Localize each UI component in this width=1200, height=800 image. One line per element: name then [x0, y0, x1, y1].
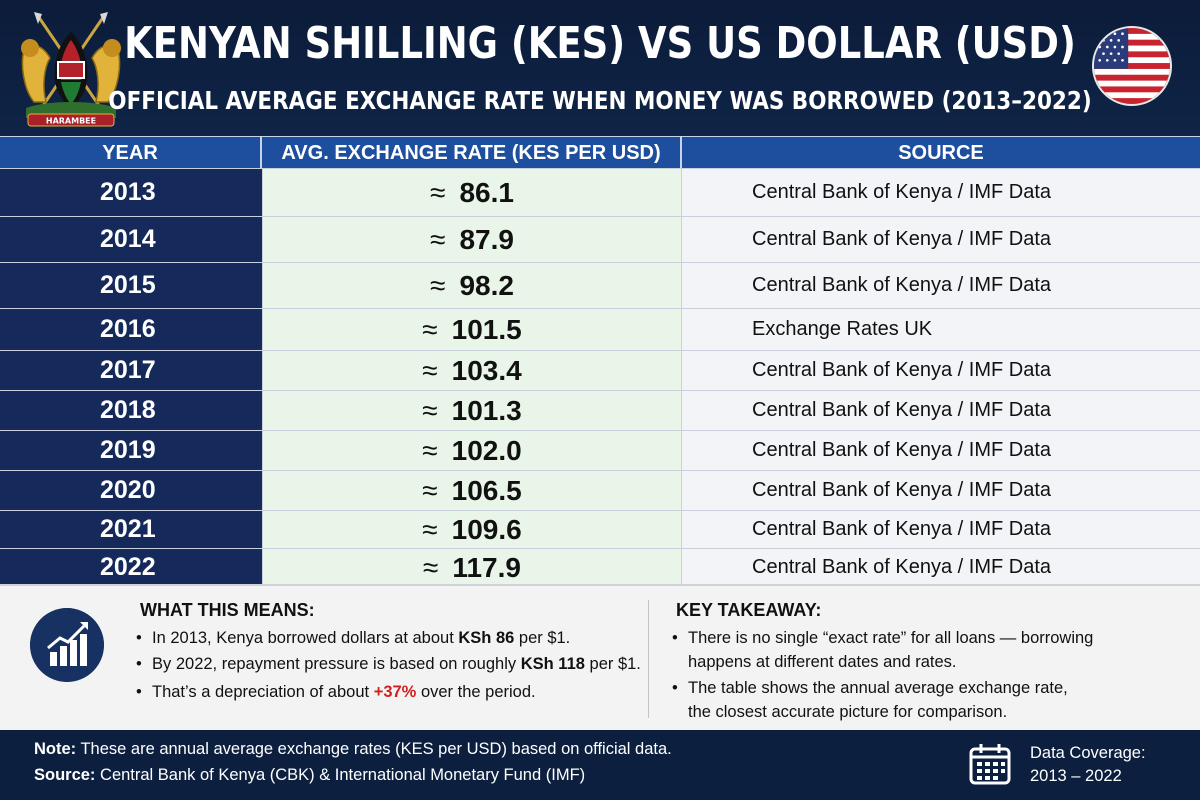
rate-value: 86.1 — [459, 176, 514, 208]
year-cell: 2020 — [0, 471, 262, 510]
table-row: 2016 ≈101.5 Exchange Rates UK — [0, 308, 1200, 350]
rate-cell: ≈109.6 — [262, 511, 682, 548]
panel-divider — [648, 600, 649, 718]
table-row: 2020 ≈106.5 Central Bank of Kenya / IMF Da… — [0, 470, 1200, 510]
what-this-means-title: WHAT THIS MEANS: — [140, 600, 315, 620]
year-cell: 2022 — [0, 549, 262, 586]
footer: Note: These are annual average exchange … — [0, 730, 1200, 800]
column-header-rate: AVG. EXCHANGE RATE (KES PER USD) — [262, 137, 682, 169]
rate-cell: ≈86.1 — [262, 169, 682, 216]
table-body: 2013 ≈86.1 Central Bank of Kenya / IMF Dat… — [0, 168, 1200, 586]
year-cell: 2016 — [0, 309, 262, 350]
year-cell: 2015 — [0, 263, 262, 308]
rate-value: 102.0 — [451, 434, 522, 466]
rate-value: 106.5 — [451, 474, 522, 506]
footer-source: Source: Central Bank of Kenya (CBK) & In… — [34, 766, 586, 784]
rate-value: 101.3 — [451, 394, 522, 426]
header: HARAMBEE KENYAN SHILLING (KES) VS US DOL… — [0, 0, 1200, 140]
rate-cell: ≈102.0 — [262, 431, 682, 470]
table-row: 2014 ≈87.9 Central Bank of Kenya / IMF Dat… — [0, 216, 1200, 262]
page-title: KENYAN SHILLING (KES) VS US DOLLAR (USD) — [124, 18, 1076, 69]
rate-value: 103.4 — [451, 354, 522, 386]
rate-value: 109.6 — [451, 513, 522, 545]
year-cell: 2021 — [0, 511, 262, 548]
year-cell: 2017 — [0, 351, 262, 390]
approx-symbol: ≈ — [422, 313, 438, 345]
table-row: 2021 ≈109.6 Central Bank of Kenya / IMF Da… — [0, 510, 1200, 548]
what-this-means-bullet-3: • That’s a depreciation of about +37% ove… — [136, 683, 536, 701]
table-row: 2015 ≈98.2 Central Bank of Kenya / IMF Dat… — [0, 262, 1200, 308]
data-coverage: Data Coverage: 2013 – 2022 — [1030, 742, 1146, 788]
what-this-means-bullet-2: • By 2022, repayment pressure is based on… — [136, 655, 641, 673]
source-cell: Central Bank of Kenya / IMF Data — [682, 391, 1200, 430]
year-cell: 2019 — [0, 431, 262, 470]
approx-symbol: ≈ — [422, 513, 438, 545]
exchange-rate-table: YEAR AVG. EXCHANGE RATE (KES PER USD) SO… — [0, 136, 1200, 586]
rate-value: 87.9 — [459, 223, 514, 255]
key-takeaway-bullet-2: • The table shows the annual average exch… — [672, 679, 1068, 721]
source-cell: Central Bank of Kenya / IMF Data — [682, 169, 1200, 216]
footer-note: Note: These are annual average exchange … — [34, 740, 672, 758]
rate-value: 117.9 — [452, 551, 521, 583]
approx-symbol: ≈ — [422, 474, 438, 506]
page-subtitle: OFFICIAL AVERAGE EXCHANGE RATE WHEN MONE… — [108, 86, 1092, 115]
source-cell: Central Bank of Kenya / IMF Data — [682, 549, 1200, 586]
coverage-range: 2013 – 2022 — [1030, 767, 1122, 785]
source-cell: Central Bank of Kenya / IMF Data — [682, 217, 1200, 262]
table-header: YEAR AVG. EXCHANGE RATE (KES PER USD) SO… — [0, 136, 1200, 169]
table-row: 2018 ≈101.3 Central Bank of Kenya / IMF Da… — [0, 390, 1200, 430]
kenya-coat-of-arms-icon: HARAMBEE — [21, 12, 121, 127]
year-cell: 2018 — [0, 391, 262, 430]
rate-value: 101.5 — [451, 313, 522, 345]
calendar-icon — [969, 744, 1011, 785]
rate-cell: ≈87.9 — [262, 217, 682, 262]
approx-symbol: ≈ — [430, 223, 446, 255]
us-flag-icon — [1092, 26, 1172, 106]
table-row: 2022 ≈117.9 Central Bank of Kenya / IMF Da… — [0, 548, 1200, 586]
coverage-label: Data Coverage: — [1030, 744, 1146, 762]
source-cell: Central Bank of Kenya / IMF Data — [682, 351, 1200, 390]
key-takeaway-bullet-1: • There is no single “exact rate” for all… — [672, 629, 1094, 671]
emblem-motto: HARAMBEE — [46, 117, 96, 126]
column-header-year: YEAR — [0, 137, 262, 169]
year-cell: 2013 — [0, 169, 262, 216]
source-cell: Exchange Rates UK — [682, 309, 1200, 350]
rate-cell: ≈98.2 — [262, 263, 682, 308]
rate-value: 98.2 — [459, 269, 514, 301]
source-cell: Central Bank of Kenya / IMF Data — [682, 511, 1200, 548]
what-this-means-bullet-1: • In 2013, Kenya borrowed dollars at abou… — [136, 629, 571, 647]
approx-symbol: ≈ — [430, 176, 446, 208]
table-row: 2013 ≈86.1 Central Bank of Kenya / IMF Dat… — [0, 168, 1200, 216]
approx-symbol: ≈ — [422, 394, 438, 426]
table-row: 2017 ≈103.4 Central Bank of Kenya / IMF Da… — [0, 350, 1200, 390]
table-row: 2019 ≈102.0 Central Bank of Kenya / IMF Da… — [0, 430, 1200, 470]
growth-chart-icon — [30, 608, 104, 682]
source-cell: Central Bank of Kenya / IMF Data — [682, 431, 1200, 470]
approx-symbol: ≈ — [423, 551, 439, 583]
approx-symbol: ≈ — [422, 354, 438, 386]
explanation-panel: WHAT THIS MEANS: • In 2013, Kenya borrowe… — [0, 584, 1200, 730]
rate-cell: ≈101.5 — [262, 309, 682, 350]
approx-symbol: ≈ — [430, 269, 446, 301]
rate-cell: ≈103.4 — [262, 351, 682, 390]
rate-cell: ≈101.3 — [262, 391, 682, 430]
source-cell: Central Bank of Kenya / IMF Data — [682, 263, 1200, 308]
column-header-source: SOURCE — [898, 142, 984, 164]
key-takeaway-title: KEY TAKEAWAY: — [676, 600, 822, 620]
year-cell: 2014 — [0, 217, 262, 262]
source-cell: Central Bank of Kenya / IMF Data — [682, 471, 1200, 510]
rate-cell: ≈106.5 — [262, 471, 682, 510]
approx-symbol: ≈ — [422, 434, 438, 466]
rate-cell: ≈117.9 — [262, 549, 682, 586]
